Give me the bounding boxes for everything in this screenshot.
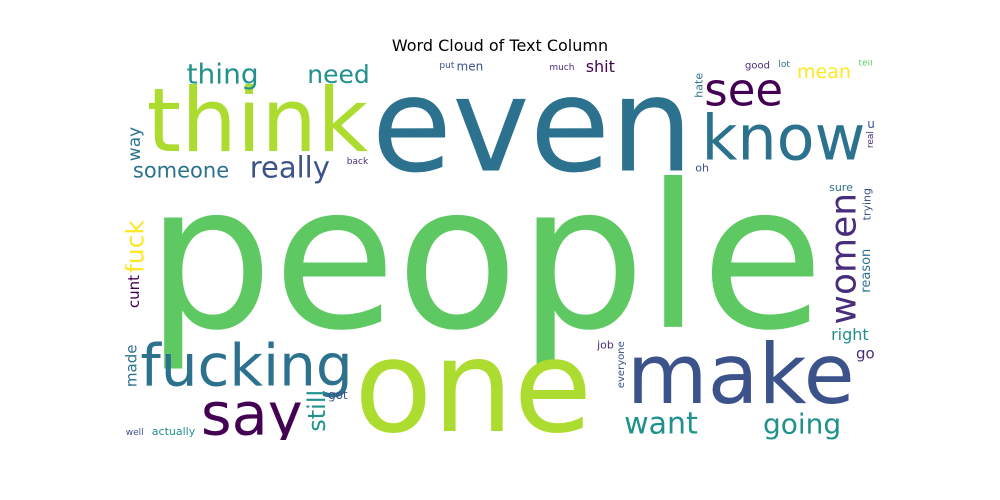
word-shit: shit — [586, 60, 615, 76]
word-way: way — [125, 127, 145, 161]
word-everyone: everyone — [616, 341, 627, 388]
word-much: much — [549, 63, 574, 73]
word-sure: sure — [829, 181, 853, 194]
word-actually: actually — [152, 425, 196, 438]
word-fucking: fucking — [140, 332, 352, 400]
word-one: one — [354, 313, 592, 440]
word-oh: oh — [695, 162, 709, 175]
word-made: made — [125, 345, 141, 388]
word-going: going — [763, 408, 841, 441]
word-someone: someone — [133, 159, 229, 183]
word-trying: trying — [860, 188, 873, 220]
word-even: even — [372, 60, 694, 202]
word-women: women — [824, 193, 865, 325]
word-mean: mean — [797, 61, 851, 83]
word-still: still — [303, 390, 331, 432]
word-hate: hate — [692, 73, 705, 98]
word-job: job — [596, 339, 614, 352]
word-want: want — [624, 406, 698, 440]
word-go: go — [856, 345, 875, 363]
word-right: right — [831, 325, 869, 344]
word-lot: lot — [778, 60, 790, 70]
word-u: u — [867, 117, 875, 131]
word-cloud: people even one think make fucking know women sa… — [125, 60, 875, 440]
word-need: need — [307, 60, 369, 89]
word-put: put — [439, 61, 454, 71]
word-people: people — [146, 142, 824, 375]
word-well: well — [126, 428, 144, 438]
word-fuck: fuck — [125, 220, 150, 273]
word-good: good — [745, 60, 770, 71]
word-thing: thing — [187, 60, 259, 91]
word-really: really — [250, 151, 330, 185]
word-tell: tell — [859, 60, 873, 69]
word-got: got — [328, 388, 348, 402]
word-see: see — [704, 64, 783, 117]
word-cunt: cunt — [125, 275, 143, 308]
word-real: real — [866, 131, 875, 148]
word-make: make — [627, 326, 855, 423]
word-reason: reason — [859, 249, 874, 293]
word-say: say — [201, 380, 303, 441]
word-back: back — [347, 157, 369, 167]
word-men: men — [457, 60, 484, 74]
word-know: know — [701, 102, 865, 175]
word-think: think — [147, 69, 369, 172]
chart-title: Word Cloud of Text Column — [391, 36, 609, 55]
